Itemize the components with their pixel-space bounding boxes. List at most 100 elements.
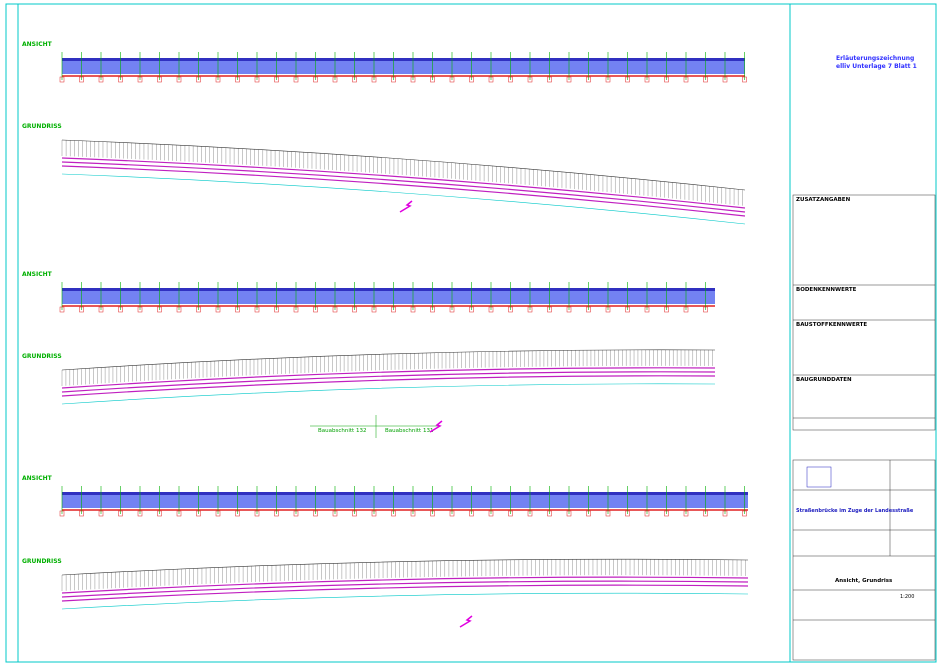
pile <box>196 76 201 83</box>
pile <box>742 76 747 83</box>
pile <box>683 510 689 517</box>
pile <box>59 306 65 313</box>
pile <box>547 306 552 313</box>
pile <box>332 76 338 83</box>
pile <box>274 510 279 517</box>
pile <box>79 76 84 83</box>
plan-edge <box>61 349 716 371</box>
border <box>5 3 937 663</box>
pile <box>157 306 162 313</box>
pile <box>488 510 494 517</box>
header-subtitle: elliv Unterlage 7 Blatt 1 <box>836 63 917 70</box>
header-title: Erläuterungszeichnung <box>836 55 914 62</box>
deck-top <box>62 58 745 61</box>
pile <box>449 76 455 83</box>
plan-label: GRUNDRISS <box>22 558 62 565</box>
pile <box>157 510 162 517</box>
pile <box>215 510 221 517</box>
pile <box>254 510 260 517</box>
pile <box>586 76 591 83</box>
pile <box>469 510 474 517</box>
pile <box>703 510 708 517</box>
pile <box>625 76 630 83</box>
pile <box>605 510 611 517</box>
section-label: Bauabschnitt 132 <box>318 428 366 434</box>
pile <box>196 306 201 313</box>
pile <box>664 306 669 313</box>
pile <box>274 76 279 83</box>
pile <box>449 306 455 313</box>
section-label: Bauabschnitt 131 <box>385 428 433 434</box>
elevation-label: ANSICHT <box>22 475 53 482</box>
plan-edge <box>61 367 716 389</box>
pile <box>215 306 221 313</box>
pile <box>352 510 357 517</box>
axis-line <box>61 383 716 405</box>
pile <box>430 76 435 83</box>
plan-edge <box>61 576 749 594</box>
pile <box>664 76 669 83</box>
pile <box>391 306 396 313</box>
pile <box>352 306 357 313</box>
pile <box>235 76 240 83</box>
plan-edge <box>61 580 749 598</box>
pile <box>274 306 279 313</box>
pile <box>157 76 162 83</box>
scale: 1:200 <box>900 594 914 600</box>
pile <box>488 306 494 313</box>
material-title: BAUSTOFFKENNWERTE <box>796 322 867 328</box>
plan-edge <box>61 157 746 209</box>
pile <box>566 306 572 313</box>
pile <box>79 510 84 517</box>
pile <box>313 76 318 83</box>
pile <box>644 76 650 83</box>
pile <box>215 76 221 83</box>
pile <box>176 510 182 517</box>
arrow <box>399 200 413 213</box>
pile <box>371 76 377 83</box>
pile <box>605 306 611 313</box>
pile <box>449 510 455 517</box>
pile <box>527 76 533 83</box>
pile <box>683 306 689 313</box>
pile <box>137 510 143 517</box>
pile <box>293 306 299 313</box>
pile <box>196 510 201 517</box>
pile <box>625 306 630 313</box>
pile <box>293 76 299 83</box>
pile <box>547 76 552 83</box>
plan-edge <box>61 375 716 397</box>
pile <box>332 510 338 517</box>
deck <box>62 288 715 304</box>
pile <box>391 510 396 517</box>
pile <box>488 76 494 83</box>
deck-top <box>62 492 748 495</box>
pile <box>547 510 552 517</box>
arrow <box>429 420 443 433</box>
axis-line <box>61 173 746 225</box>
pile <box>313 510 318 517</box>
pile <box>352 76 357 83</box>
pile <box>98 76 104 83</box>
deck-top <box>62 288 715 291</box>
axis-line <box>61 592 749 610</box>
pile <box>313 306 318 313</box>
pile <box>508 306 513 313</box>
pile <box>332 306 338 313</box>
pile <box>235 510 240 517</box>
pile <box>118 76 123 83</box>
pile <box>118 510 123 517</box>
pile <box>254 76 260 83</box>
pile <box>469 306 474 313</box>
pile <box>118 306 123 313</box>
pile <box>566 510 572 517</box>
pile <box>586 306 591 313</box>
pile <box>469 76 474 83</box>
pile <box>722 76 728 83</box>
pile <box>703 306 708 313</box>
pile <box>527 306 533 313</box>
plan-edge <box>61 165 746 217</box>
pile <box>625 510 630 517</box>
pile <box>722 510 728 517</box>
pile <box>430 510 435 517</box>
